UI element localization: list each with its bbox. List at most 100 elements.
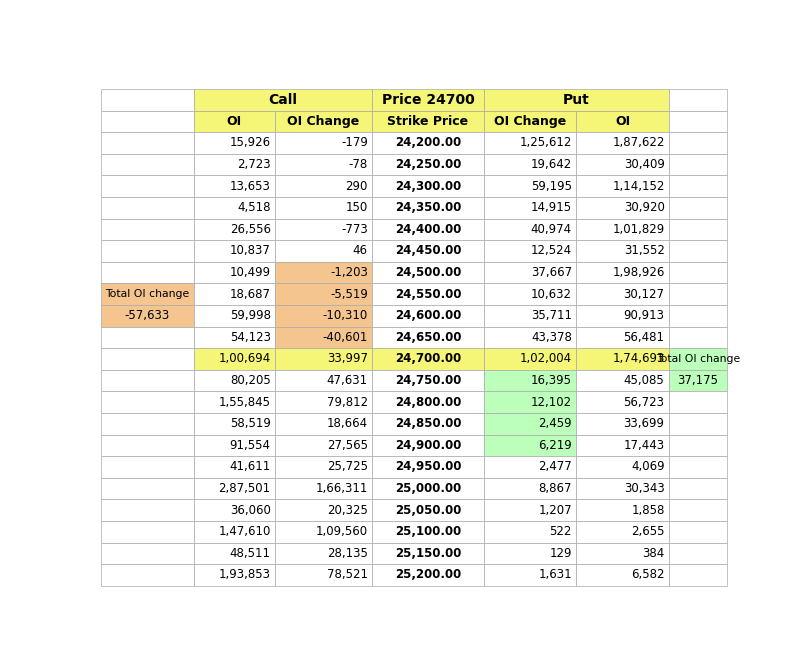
Text: 59,195: 59,195: [531, 180, 572, 192]
Bar: [194, 283, 275, 305]
Bar: [669, 370, 727, 391]
Bar: [484, 262, 576, 283]
Text: OI Change: OI Change: [288, 115, 360, 128]
Bar: [576, 283, 669, 305]
Text: -40,601: -40,601: [322, 331, 368, 344]
Text: Call: Call: [268, 93, 297, 107]
Text: 30,409: 30,409: [624, 158, 664, 171]
Text: 91,554: 91,554: [229, 439, 271, 452]
Bar: [101, 262, 194, 283]
Bar: [484, 456, 576, 478]
Text: 1,87,622: 1,87,622: [612, 136, 664, 150]
Bar: [275, 175, 372, 197]
Text: 24,850.00: 24,850.00: [394, 418, 461, 430]
Text: 33,997: 33,997: [326, 353, 368, 365]
Text: -179: -179: [341, 136, 368, 150]
Text: OI: OI: [227, 115, 242, 128]
Bar: [372, 370, 484, 391]
Bar: [484, 197, 576, 218]
Bar: [576, 413, 669, 435]
Text: 24,350.00: 24,350.00: [394, 201, 461, 214]
Text: 150: 150: [346, 201, 368, 214]
Text: 40,974: 40,974: [531, 223, 572, 236]
Bar: [484, 542, 576, 564]
Bar: [576, 327, 669, 348]
Bar: [194, 175, 275, 197]
Bar: [372, 456, 484, 478]
Text: 45,085: 45,085: [624, 374, 664, 387]
Bar: [194, 89, 372, 110]
Bar: [101, 564, 194, 586]
Text: 80,205: 80,205: [230, 374, 271, 387]
Text: 56,723: 56,723: [624, 395, 664, 409]
Text: 25,000.00: 25,000.00: [395, 482, 461, 495]
Bar: [484, 478, 576, 500]
Bar: [101, 348, 194, 370]
Text: 24,900.00: 24,900.00: [394, 439, 461, 452]
Bar: [669, 391, 727, 413]
Bar: [194, 564, 275, 586]
Bar: [669, 262, 727, 283]
Bar: [669, 413, 727, 435]
Text: 2,459: 2,459: [538, 418, 572, 430]
Text: 1,14,152: 1,14,152: [612, 180, 664, 192]
Bar: [101, 110, 194, 132]
Bar: [101, 435, 194, 456]
Bar: [484, 110, 576, 132]
Text: 24,950.00: 24,950.00: [394, 460, 461, 474]
Bar: [484, 132, 576, 154]
Text: 24,750.00: 24,750.00: [394, 374, 461, 387]
Text: 46: 46: [353, 244, 368, 257]
Bar: [576, 456, 669, 478]
Bar: [275, 218, 372, 240]
Bar: [275, 240, 372, 262]
Text: 43,378: 43,378: [531, 331, 572, 344]
Bar: [576, 391, 669, 413]
Bar: [101, 413, 194, 435]
Bar: [194, 218, 275, 240]
Text: 26,556: 26,556: [229, 223, 271, 236]
Text: 24,450.00: 24,450.00: [394, 244, 461, 257]
Text: 24,800.00: 24,800.00: [394, 395, 461, 409]
Bar: [372, 89, 484, 110]
Bar: [101, 283, 194, 305]
Bar: [275, 197, 372, 218]
Bar: [101, 175, 194, 197]
Bar: [669, 327, 727, 348]
Text: 129: 129: [549, 547, 572, 560]
Bar: [194, 521, 275, 542]
Bar: [101, 305, 194, 327]
Bar: [194, 500, 275, 521]
Bar: [372, 413, 484, 435]
Text: 1,66,311: 1,66,311: [315, 482, 368, 495]
Bar: [669, 305, 727, 327]
Bar: [576, 305, 669, 327]
Bar: [275, 413, 372, 435]
Text: 13,653: 13,653: [229, 180, 271, 192]
Bar: [101, 500, 194, 521]
Text: 1,00,694: 1,00,694: [218, 353, 271, 365]
Text: 2,723: 2,723: [237, 158, 271, 171]
Bar: [372, 197, 484, 218]
Bar: [669, 154, 727, 175]
Bar: [484, 154, 576, 175]
Text: Put: Put: [563, 93, 590, 107]
Text: 8,867: 8,867: [538, 482, 572, 495]
Bar: [372, 305, 484, 327]
Bar: [101, 456, 194, 478]
Text: 24,600.00: 24,600.00: [394, 309, 461, 322]
Text: 1,01,829: 1,01,829: [612, 223, 664, 236]
Text: 4,069: 4,069: [631, 460, 664, 474]
Text: 25,150.00: 25,150.00: [394, 547, 461, 560]
Text: 18,664: 18,664: [326, 418, 368, 430]
Text: 522: 522: [549, 525, 572, 538]
Text: 2,87,501: 2,87,501: [219, 482, 271, 495]
Bar: [101, 542, 194, 564]
Text: 20,325: 20,325: [327, 504, 368, 516]
Bar: [484, 89, 669, 110]
Bar: [194, 327, 275, 348]
Bar: [372, 521, 484, 542]
Text: 14,915: 14,915: [531, 201, 572, 214]
Text: Price 24700: Price 24700: [381, 93, 474, 107]
Bar: [669, 500, 727, 521]
